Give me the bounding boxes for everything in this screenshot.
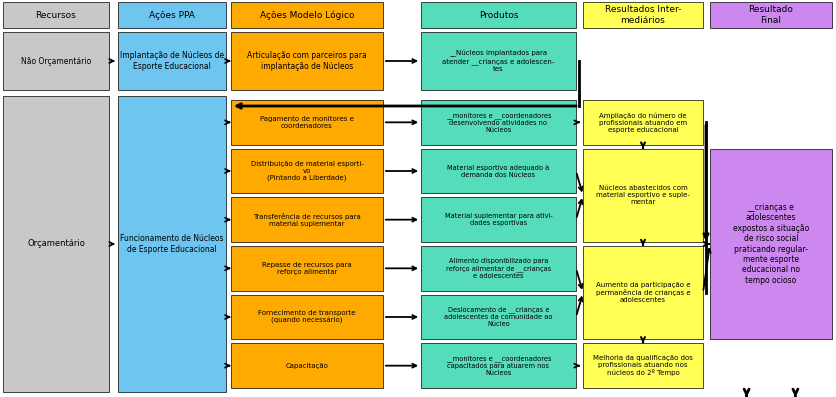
Text: Material suplementar para ativi-
dades esportivas: Material suplementar para ativi- dades e… [444, 213, 552, 226]
FancyBboxPatch shape [583, 100, 702, 145]
Text: Ações Modelo Lógico: Ações Modelo Lógico [259, 10, 354, 20]
FancyBboxPatch shape [118, 2, 226, 28]
FancyBboxPatch shape [583, 2, 702, 28]
Text: Ações PPA: Ações PPA [149, 10, 195, 19]
Text: Fornecimento de transporte
(quando necessário): Fornecimento de transporte (quando neces… [258, 310, 355, 324]
Text: Capacitação: Capacitação [285, 363, 328, 369]
Text: Implantação de Núcleos de
Esporte Educacional: Implantação de Núcleos de Esporte Educac… [120, 51, 224, 71]
Text: Resultados Inter-
mediários: Resultados Inter- mediários [604, 5, 681, 25]
FancyBboxPatch shape [421, 295, 575, 339]
FancyBboxPatch shape [421, 100, 575, 145]
FancyBboxPatch shape [231, 197, 383, 242]
FancyBboxPatch shape [231, 32, 383, 90]
Text: Articulação com parceiros para
implantação de Núcleos: Articulação com parceiros para implantaç… [247, 51, 366, 71]
FancyBboxPatch shape [231, 246, 383, 291]
Text: Recursos: Recursos [36, 10, 76, 19]
FancyBboxPatch shape [118, 96, 226, 392]
Text: Distribuição de material esporti-
vo
(Pintando a Liberdade): Distribuição de material esporti- vo (Pi… [250, 161, 363, 181]
FancyBboxPatch shape [3, 96, 109, 392]
Text: __Núcleos implantados para
atender __crianças e adolescen-
tes: __Núcleos implantados para atender __cri… [441, 50, 554, 72]
FancyBboxPatch shape [421, 148, 575, 193]
Text: Repasse de recursos para
reforço alimentar: Repasse de recursos para reforço aliment… [262, 262, 351, 275]
Text: Material esportivo adequado à
demanda dos Núcleos: Material esportivo adequado à demanda do… [446, 164, 549, 178]
Text: Deslocamento de __crianças e
adolescentes da comunidade ao
Núcleo: Deslocamento de __crianças e adolescente… [444, 306, 552, 328]
FancyBboxPatch shape [231, 2, 383, 28]
FancyBboxPatch shape [583, 246, 702, 339]
FancyBboxPatch shape [421, 32, 575, 90]
Text: Alimento disponibilizado para
reforço alimentar de __crianças
e adolescentes: Alimento disponibilizado para reforço al… [446, 258, 550, 279]
Text: Ampliação do número de
profissionais atuando em
esporte educacional: Ampliação do número de profissionais atu… [599, 112, 686, 133]
FancyBboxPatch shape [421, 2, 575, 28]
FancyBboxPatch shape [231, 295, 383, 339]
FancyBboxPatch shape [583, 343, 702, 388]
Text: Núcleos abastecidos com
material esportivo e suple-
mentar: Núcleos abastecidos com material esporti… [595, 185, 689, 205]
FancyBboxPatch shape [421, 343, 575, 388]
FancyBboxPatch shape [709, 2, 831, 28]
FancyBboxPatch shape [421, 197, 575, 242]
Text: Produtos: Produtos [478, 10, 517, 19]
Text: Não Orçamentário: Não Orçamentário [21, 56, 91, 66]
Text: Funcionamento de Núcleos
de Esporte Educacional: Funcionamento de Núcleos de Esporte Educ… [120, 234, 223, 254]
FancyBboxPatch shape [231, 100, 383, 145]
Text: Melhoria da qualificação dos
profissionais atuando nos
núcleos do 2º Tempo: Melhoria da qualificação dos profissiona… [593, 355, 692, 376]
FancyBboxPatch shape [3, 2, 109, 28]
Text: Transferência de recursos para
material suplementar: Transferência de recursos para material … [252, 213, 360, 227]
FancyBboxPatch shape [421, 246, 575, 291]
FancyBboxPatch shape [118, 32, 226, 90]
Text: Resultado
Final: Resultado Final [747, 5, 793, 25]
FancyBboxPatch shape [709, 148, 831, 339]
Text: __monitores e __coordenadores
capacitados para atuarem nos
Núcleos: __monitores e __coordenadores capacitado… [446, 355, 551, 376]
FancyBboxPatch shape [583, 148, 702, 242]
FancyBboxPatch shape [231, 343, 383, 388]
Text: Orçamentário: Orçamentário [27, 239, 84, 249]
Text: __monitores e __coordenadores
desenvolvendo atividades no
Núcleos: __monitores e __coordenadores desenvolve… [446, 112, 551, 133]
FancyBboxPatch shape [3, 32, 109, 90]
Text: Pagamento de monitores e
coordenadores: Pagamento de monitores e coordenadores [260, 116, 354, 129]
Text: __crianças e
adolescentes
expostos a situação
de risco social
praticando regular: __crianças e adolescentes expostos a sit… [732, 203, 808, 285]
Text: Aumento da participação e
permanência de crianças e
adolescentes: Aumento da participação e permanência de… [595, 282, 690, 303]
FancyBboxPatch shape [231, 148, 383, 193]
